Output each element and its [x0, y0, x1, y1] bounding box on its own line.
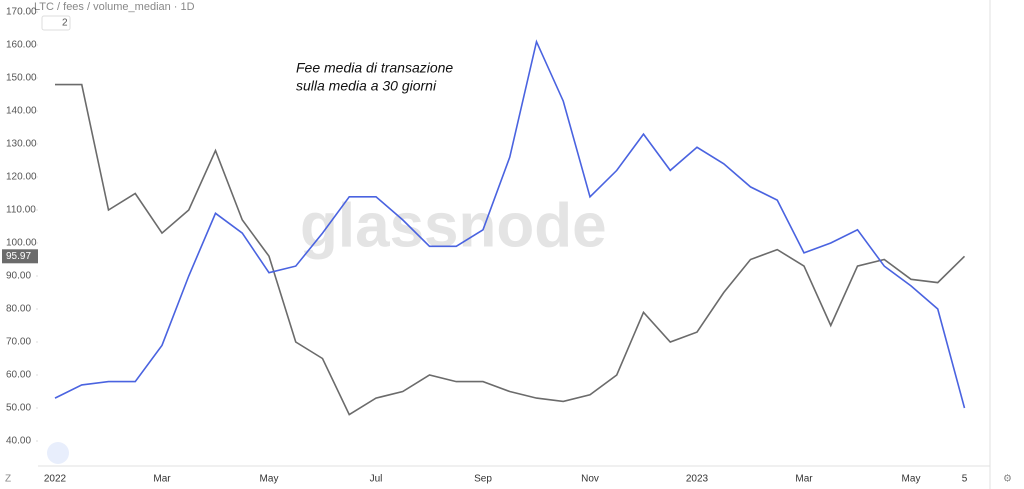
y-tick-label: 50.00	[6, 403, 31, 414]
line-series	[55, 83, 966, 416]
annotation: Fee media di transazione	[296, 60, 453, 76]
logo-icon[interactable]	[47, 442, 69, 464]
last-value-box	[2, 249, 38, 264]
x-tick-label: 2022	[44, 474, 67, 485]
x-tick-label: Mar	[153, 474, 171, 485]
y-tick-label: 90.00	[6, 271, 31, 282]
x-tick-label: 2023	[686, 474, 709, 485]
y-tick-label: 150.00	[6, 73, 37, 84]
y-tick-label: 170.00	[6, 7, 37, 18]
x-tick-label: Sep	[474, 474, 492, 485]
badge[interactable]: 2	[62, 18, 68, 29]
y-tick-label: 100.00	[6, 238, 37, 249]
y-tick-label: 110.00	[6, 205, 36, 216]
badge-box[interactable]	[41, 15, 71, 31]
y-tick-label: 160.00	[6, 40, 37, 51]
settings-icon[interactable]: ⚙	[1003, 474, 1012, 485]
y-tick-label: 60.00	[6, 370, 31, 381]
annotation: sulla media a 30 giorni	[296, 78, 437, 94]
y-tick-label: 70.00	[6, 337, 31, 348]
x-tick-label: Nov	[581, 474, 599, 485]
y-tick-label: 80.00	[6, 304, 31, 315]
x-tick-label: Mar	[795, 474, 813, 485]
x-tick-label: May	[902, 474, 921, 485]
x-tick-label: 5	[962, 474, 968, 485]
y-tick-label: 120.00	[6, 172, 37, 183]
y-tick-label: 40.00	[6, 436, 31, 447]
x-tick-label: May	[260, 474, 279, 485]
zoom-icon[interactable]: Z	[5, 474, 11, 485]
x-tick-label: Jul	[370, 474, 383, 485]
y-tick-label: 130.00	[6, 139, 37, 150]
y-tick-label: 140.00	[6, 106, 37, 117]
chart-title: LTC / fees / volume_median · 1D	[34, 1, 195, 13]
watermark: glassnode	[300, 191, 607, 260]
last-value-label: 95.97	[6, 251, 31, 262]
line-series	[54, 39, 966, 409]
